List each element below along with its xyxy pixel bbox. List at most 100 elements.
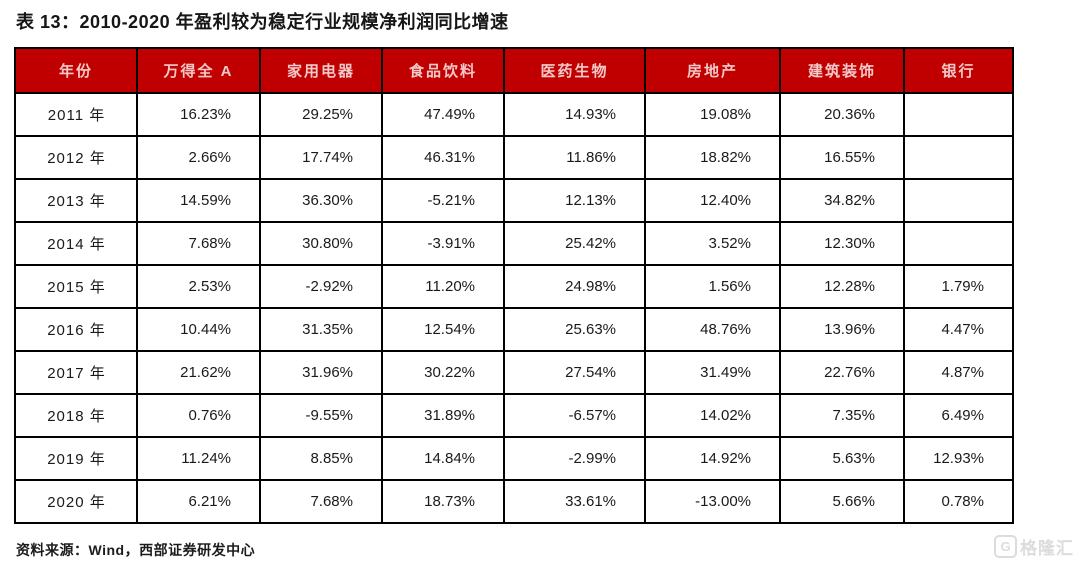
table-row: 2011 年 16.23% 29.25% 47.49% 14.93% 19.08% 20.3… [14,92,1014,137]
value-cell: 18.82% [644,135,781,180]
value-cell: 7.68% [136,221,261,266]
value-cell: 27.54% [503,350,646,395]
year-cell: 2015 年 [14,264,138,309]
value-cell: -6.57% [503,393,646,438]
value-cell: 1.56% [644,264,781,309]
value-cell: 14.93% [503,92,646,137]
value-cell: 8.85% [259,436,383,481]
year-cell: 2014 年 [14,221,138,266]
year-cell: 2019 年 [14,436,138,481]
table-row: 2020 年 6.21% 7.68% 18.73% 33.61% -13.00% 5.66%… [14,479,1014,524]
column-header: 银行 [903,47,1014,94]
column-header: 家用电器 [259,47,383,94]
column-header: 房地产 [644,47,781,94]
value-cell: 20.36% [779,92,905,137]
value-cell: 14.84% [381,436,505,481]
value-cell: 12.28% [779,264,905,309]
value-cell: 6.21% [136,479,261,524]
value-cell: -2.92% [259,264,383,309]
column-header: 建筑装饰 [779,47,905,94]
value-cell: 14.59% [136,178,261,223]
value-cell: 46.31% [381,135,505,180]
value-cell: 12.40% [644,178,781,223]
value-cell: 1.79% [903,264,1014,309]
value-cell: 29.25% [259,92,383,137]
value-cell: 6.49% [903,393,1014,438]
gelonghui-watermark: G 格隆汇 [994,534,1074,559]
value-cell: 18.73% [381,479,505,524]
value-cell: 7.68% [259,479,383,524]
value-cell: 12.30% [779,221,905,266]
value-cell: 36.30% [259,178,383,223]
value-cell: 10.44% [136,307,261,352]
value-cell: 31.35% [259,307,383,352]
table-row: 2014 年 7.68% 30.80% -3.91% 25.42% 3.52% 12.30% [14,221,1014,266]
value-cell: 48.76% [644,307,781,352]
value-cell: 2.53% [136,264,261,309]
value-cell: 16.55% [779,135,905,180]
value-cell: -3.91% [381,221,505,266]
value-cell: 30.22% [381,350,505,395]
value-cell: -2.99% [503,436,646,481]
table-row: 2013 年 14.59% 36.30% -5.21% 12.13% 12.40% 34.8… [14,178,1014,223]
value-cell: 13.96% [779,307,905,352]
value-cell: -9.55% [259,393,383,438]
value-cell [903,92,1014,137]
value-cell: 7.35% [779,393,905,438]
year-cell: 2018 年 [14,393,138,438]
table-row: 2019 年 11.24% 8.85% 14.84% -2.99% 14.92% 5.63%… [14,436,1014,481]
year-cell: 2012 年 [14,135,138,180]
value-cell: 0.78% [903,479,1014,524]
gelonghui-logo-icon: G [994,535,1017,558]
value-cell: 2.66% [136,135,261,180]
table-row: 2015 年 2.53% -2.92% 11.20% 24.98% 1.56% 12.28%… [14,264,1014,309]
value-cell: 33.61% [503,479,646,524]
page-title: 表 13：2010-2020 年盈利较为稳定行业规模净利润同比增速 [16,12,509,32]
table-row: 2016 年 10.44% 31.35% 12.54% 25.63% 48.76% 13.9… [14,307,1014,352]
table-row: 2012 年 2.66% 17.74% 46.31% 11.86% 18.82% 16.55… [14,135,1014,180]
value-cell: 11.24% [136,436,261,481]
column-header: 食品饮料 [381,47,505,94]
column-header: 年份 [14,47,138,94]
value-cell: 31.49% [644,350,781,395]
column-header: 医药生物 [503,47,646,94]
table-header-row: 年份 万得全 A 家用电器 食品饮料 医药生物 房地产 建筑装饰 银行 [14,47,1014,94]
gelonghui-logo-text: 格隆汇 [1020,539,1074,558]
value-cell: 4.47% [903,307,1014,352]
value-cell: 30.80% [259,221,383,266]
value-cell: 11.86% [503,135,646,180]
value-cell [903,221,1014,266]
year-cell: 2013 年 [14,178,138,223]
value-cell: 22.76% [779,350,905,395]
industry-net-profit-table: 年份 万得全 A 家用电器 食品饮料 医药生物 房地产 建筑装饰 银行 2011 年 16.23… [14,47,1014,524]
table-row: 2018 年 0.76% -9.55% 31.89% -6.57% 14.02% 7.35%… [14,393,1014,438]
year-cell: 2011 年 [14,92,138,137]
value-cell: 5.66% [779,479,905,524]
year-cell: 2020 年 [14,479,138,524]
value-cell: 47.49% [381,92,505,137]
value-cell: 0.76% [136,393,261,438]
value-cell: 12.93% [903,436,1014,481]
value-cell: 34.82% [779,178,905,223]
value-cell: 31.89% [381,393,505,438]
year-cell: 2017 年 [14,350,138,395]
table-row: 2017 年 21.62% 31.96% 30.22% 27.54% 31.49% 22.7… [14,350,1014,395]
column-header: 万得全 A [136,47,261,94]
value-cell: 5.63% [779,436,905,481]
value-cell: 19.08% [644,92,781,137]
value-cell: -13.00% [644,479,781,524]
value-cell: 21.62% [136,350,261,395]
value-cell: 11.20% [381,264,505,309]
value-cell [903,135,1014,180]
value-cell: 16.23% [136,92,261,137]
value-cell: -5.21% [381,178,505,223]
value-cell: 31.96% [259,350,383,395]
value-cell: 12.13% [503,178,646,223]
value-cell: 25.63% [503,307,646,352]
value-cell: 3.52% [644,221,781,266]
value-cell: 4.87% [903,350,1014,395]
value-cell: 17.74% [259,135,383,180]
value-cell: 14.02% [644,393,781,438]
value-cell: 14.92% [644,436,781,481]
